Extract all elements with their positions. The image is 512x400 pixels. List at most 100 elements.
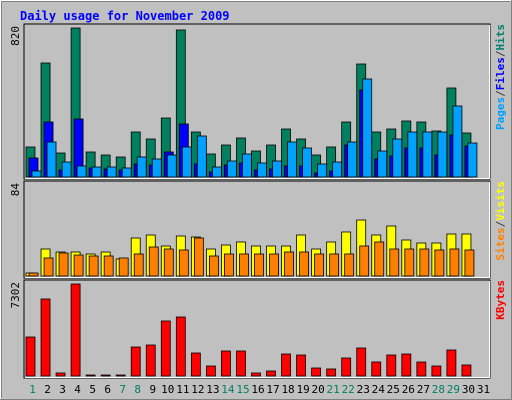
x-tick-label: 17 (266, 383, 279, 396)
kbytes-bar (85, 374, 96, 377)
sites-bar (434, 249, 445, 277)
x-tick-label: 4 (74, 383, 81, 396)
hits-files-pages-scale-label: 820 (9, 26, 22, 46)
x-tick-label: 10 (161, 383, 174, 396)
kbytes-bar (160, 320, 171, 377)
pages-bar (272, 160, 282, 178)
legend-part: / (494, 220, 507, 227)
x-tick-label: 14 (221, 383, 235, 396)
kbytes-plot-area (23, 279, 491, 379)
kbytes-bar (115, 374, 126, 377)
kbytes-bar (296, 354, 306, 377)
kbytes-bar (416, 361, 427, 377)
kbytes-bar (401, 353, 412, 377)
pages-series (31, 78, 478, 178)
x-tick-label: 18 (281, 383, 294, 396)
sites-bar (464, 249, 475, 277)
visits-sites-scale-label: 84 (9, 183, 22, 197)
sites-bar (404, 248, 415, 277)
x-tick-label: 9 (149, 383, 156, 396)
sites-bar (148, 246, 159, 277)
kbytes-bar (326, 368, 337, 377)
sites-bar (178, 249, 189, 277)
pages-bar (106, 166, 117, 178)
x-tick-label: 3 (59, 383, 66, 396)
sites-bar (344, 253, 355, 277)
sites-bar (163, 248, 174, 277)
kbytes-bar (311, 367, 322, 377)
kbytes-bar (251, 372, 261, 377)
kbytes-bar (356, 347, 367, 377)
kbytes-legend-label: KBytes (494, 280, 507, 320)
pages-bar (257, 162, 267, 178)
visits-sites-legend-label: Sites/Visits (494, 181, 507, 261)
sites-bar (28, 272, 39, 277)
kbytes-bar (266, 370, 276, 377)
kbytes-bar (446, 349, 457, 377)
sites-bar (254, 253, 264, 277)
pages-bar (422, 131, 433, 178)
kbytes-bar (130, 346, 141, 377)
x-tick-label: 30 (462, 383, 475, 396)
sites-bar (374, 241, 385, 277)
x-tick-label: 1 (29, 383, 36, 396)
kbytes-bar (281, 353, 291, 377)
sites-bar (269, 253, 279, 277)
pages-bar (287, 141, 297, 178)
kbytes-bar (221, 350, 231, 377)
kbytes-bar (341, 357, 352, 377)
kbytes-bar (145, 344, 156, 377)
x-tick-label: 21 (327, 383, 340, 396)
x-tick-label: 16 (251, 383, 264, 396)
sites-bar (88, 255, 99, 277)
pages-bar (302, 147, 312, 178)
kbytes-bar (55, 372, 66, 377)
sites-bar (329, 253, 340, 277)
pages-bar (317, 163, 328, 178)
visits-sites-panel: 84 Sites/Visits (9, 180, 507, 279)
kbytes-bar (371, 361, 382, 377)
pages-bar (196, 135, 207, 178)
x-tick-label: 2 (44, 383, 51, 396)
pages-bar (121, 167, 132, 178)
pages-bar (151, 158, 162, 178)
legend-part: Sites (494, 227, 507, 260)
pages-bar (467, 142, 478, 178)
pages-bar (166, 154, 177, 178)
sites-bar (449, 248, 460, 277)
kbytes-bar (175, 316, 186, 377)
pages-bar (76, 165, 87, 178)
sites-bar (193, 237, 204, 277)
pages-bar (437, 131, 448, 178)
pages-bar (181, 146, 192, 178)
x-tick-label: 28 (432, 383, 445, 396)
kbytes-bar (70, 283, 81, 377)
sites-bar (43, 257, 54, 277)
sites-bar (419, 248, 430, 277)
kbytes-bar (25, 336, 36, 377)
x-tick-label: 12 (191, 383, 204, 396)
sites-series (28, 237, 475, 277)
x-tick-label: 26 (402, 383, 415, 396)
legend-part: Files (494, 57, 507, 90)
x-tick-label: 19 (296, 383, 309, 396)
sites-bar (208, 255, 219, 277)
kbytes-bar (205, 365, 216, 377)
sites-bar (284, 251, 294, 277)
x-tick-label: 20 (312, 383, 325, 396)
sites-bar (103, 255, 114, 277)
x-tick-label: 7 (119, 383, 126, 396)
sites-bar (133, 253, 144, 277)
sites-bar (314, 253, 325, 277)
pages-bar (227, 160, 237, 178)
sites-bar (118, 257, 129, 277)
sites-bar (58, 252, 69, 277)
kbytes-bar (386, 354, 397, 377)
pages-bar (91, 166, 102, 178)
pages-bar (31, 170, 42, 178)
x-tick-label: 27 (417, 383, 430, 396)
x-tick-label: 5 (89, 383, 96, 396)
legend-part: / (494, 90, 507, 97)
